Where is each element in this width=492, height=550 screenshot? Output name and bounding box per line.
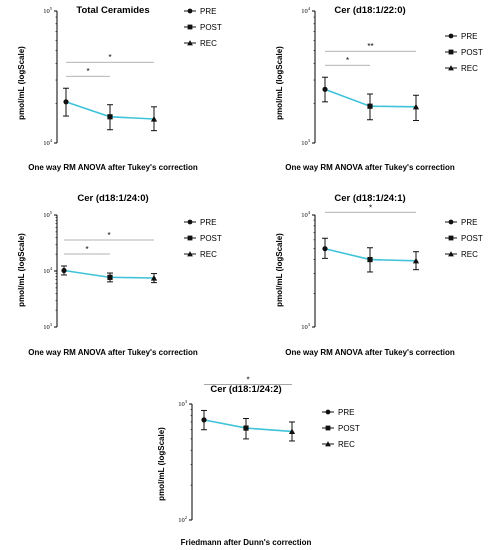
- legend-label: POST: [200, 234, 222, 243]
- chart-caption: One way RM ANOVA after Tukey's correctio…: [28, 163, 198, 172]
- legend-marker-pre: [448, 219, 454, 225]
- legend-marker-pre: [325, 409, 331, 415]
- y-tick-label: 103: [178, 399, 188, 408]
- legend-marker-rec: [187, 251, 193, 257]
- legend-label: REC: [200, 39, 217, 48]
- data-point-rec: [150, 115, 158, 122]
- y-tick-label: 104: [301, 210, 311, 219]
- data-point-pre: [61, 267, 67, 274]
- legend-label: POST: [200, 23, 222, 32]
- y-axis-label: pmol/mL (logScale): [17, 46, 26, 120]
- data-point-post: [367, 103, 373, 109]
- legend-label: POST: [338, 424, 360, 433]
- data-point-pre: [63, 99, 69, 105]
- data-point-rec: [150, 274, 158, 281]
- panel-cer-24-0: Cer (d18:1/24:0) pmol/mL (logScale) One …: [17, 193, 222, 357]
- significance-label: *: [108, 53, 111, 62]
- y-axis-label: pmol/mL (logScale): [157, 427, 166, 501]
- legend-marker-pre: [448, 33, 454, 39]
- y-tick-label: 105: [43, 210, 53, 219]
- legend-marker-rec: [187, 40, 193, 46]
- chart-title: Cer (d18:1/24:0): [77, 193, 148, 204]
- y-tick-label: 104: [301, 6, 311, 15]
- legend-label: POST: [461, 234, 483, 243]
- chart-title: Cer (d18:1/24:1): [334, 193, 405, 204]
- y-tick-label: 103: [301, 322, 311, 331]
- y-axis-label: pmol/mL (logScale): [275, 46, 284, 120]
- panel-cer-24-1: Cer (d18:1/24:1) pmol/mL (logScale) One …: [275, 193, 483, 357]
- y-axis-label: pmol/mL (logScale): [275, 233, 284, 307]
- legend-marker-rec: [448, 251, 454, 257]
- significance-label: **: [367, 42, 373, 51]
- data-point-post: [367, 256, 373, 263]
- panel-cer-24-2: Cer (d18:1/24:2) pmol/mL (logScale) Frie…: [157, 375, 360, 547]
- chart-caption: Friedmann after Dunn's correction: [181, 538, 312, 547]
- legend-label: POST: [461, 48, 483, 57]
- data-point-rec: [412, 257, 420, 264]
- y-tick-label: 105: [43, 6, 53, 15]
- legend-label: REC: [461, 250, 478, 259]
- y-tick-label: 103: [43, 322, 53, 331]
- panel-total-ceramides: Total Ceramides pmol/mL (logScale) One w…: [17, 5, 222, 172]
- chart-caption: One way RM ANOVA after Tukey's correctio…: [285, 348, 455, 357]
- significance-label: *: [107, 231, 110, 240]
- data-point-rec: [412, 103, 420, 110]
- data-point-post: [107, 114, 113, 120]
- legend-marker-rec: [325, 441, 331, 447]
- significance-label: *: [85, 245, 88, 254]
- legend-label: PRE: [461, 218, 477, 227]
- legend-label: PRE: [200, 218, 216, 227]
- significance-label: *: [346, 56, 349, 65]
- data-point-post: [243, 425, 249, 431]
- y-axis-label: pmol/mL (logScale): [17, 233, 26, 307]
- significance-label: *: [86, 67, 89, 76]
- y-tick-label: 104: [43, 138, 53, 147]
- chart-caption: One way RM ANOVA after Tukey's correctio…: [285, 163, 455, 172]
- significance-label: *: [246, 375, 249, 384]
- chart-title: Total Ceramides: [76, 5, 149, 16]
- legend-label: PRE: [200, 7, 216, 16]
- y-tick-label: 104: [43, 266, 53, 275]
- legend-marker-pre: [187, 219, 193, 225]
- legend-marker-post: [325, 425, 331, 431]
- legend-label: PRE: [338, 408, 354, 417]
- legend-label: PRE: [461, 32, 477, 41]
- legend-marker-post: [448, 49, 454, 55]
- data-point-post: [107, 274, 113, 280]
- legend-marker-post: [187, 24, 193, 30]
- legend-marker-post: [448, 235, 454, 241]
- legend-marker-rec: [448, 65, 454, 71]
- legend-marker-post: [187, 235, 193, 241]
- legend-label: REC: [200, 250, 217, 259]
- chart-title: Cer (d18:1/24:2): [210, 384, 281, 395]
- significance-label: *: [369, 203, 372, 212]
- legend-marker-pre: [187, 8, 193, 14]
- y-tick-label: 102: [178, 515, 187, 524]
- data-point-pre: [322, 86, 328, 92]
- legend-label: REC: [461, 64, 478, 73]
- legend-label: REC: [338, 440, 355, 449]
- data-point-rec: [288, 428, 296, 435]
- data-point-pre: [201, 417, 207, 423]
- chart-caption: One way RM ANOVA after Tukey's correctio…: [28, 348, 198, 357]
- panel-cer-22-0: Cer (d18:1/22:0) pmol/mL (logScale) One …: [275, 5, 483, 172]
- data-point-pre: [322, 246, 328, 252]
- chart-title: Cer (d18:1/22:0): [334, 5, 405, 16]
- y-tick-label: 103: [301, 138, 311, 147]
